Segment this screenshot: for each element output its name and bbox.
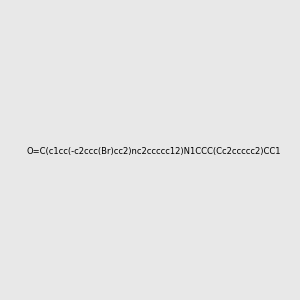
Text: O=C(c1cc(-c2ccc(Br)cc2)nc2ccccc12)N1CCC(Cc2ccccc2)CC1: O=C(c1cc(-c2ccc(Br)cc2)nc2ccccc12)N1CCC(… bbox=[26, 147, 281, 156]
